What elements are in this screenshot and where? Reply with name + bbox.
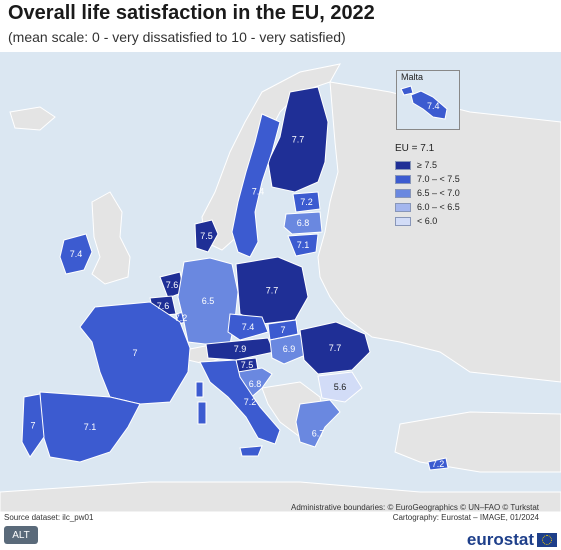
alt-text-button[interactable]: ALT	[4, 526, 38, 544]
value-label-luxembourg: 7.2	[175, 313, 188, 323]
malta-inset-map: 7.4	[400, 85, 448, 120]
country-greece[interactable]	[295, 399, 341, 448]
legend-swatch	[395, 160, 411, 170]
country-ireland[interactable]	[59, 233, 93, 275]
malta-inset-value: 7.4	[427, 101, 440, 111]
eu-flag-icon	[537, 533, 557, 547]
malta-inset: Malta 7.4	[396, 70, 460, 130]
legend-item: 6.5 – < 7.0	[395, 186, 485, 200]
map-subtitle: (mean scale: 0 - very dissatisfied to 10…	[8, 29, 346, 45]
country-france-corsica[interactable]	[195, 381, 204, 398]
country-italy-sicily[interactable]	[239, 445, 263, 457]
map-title: Overall life satisfaction in the EU, 202…	[8, 2, 375, 24]
malta-island[interactable]	[410, 90, 448, 120]
country-romania[interactable]	[299, 321, 371, 375]
value-label-czechia: 7.4	[242, 322, 255, 332]
legend-label: 6.0 – < 6.5	[417, 202, 460, 212]
legend-swatch	[395, 174, 411, 184]
eu-countries	[21, 86, 449, 471]
value-label-romania: 7.7	[329, 343, 342, 353]
value-label-germany: 6.5	[202, 296, 215, 306]
country-spain[interactable]	[39, 391, 141, 463]
value-label-croatia: 6.8	[249, 379, 262, 389]
legend-swatch	[395, 202, 411, 212]
value-label-spain: 7.1	[84, 422, 97, 432]
legend-label: 7.0 – < 7.5	[417, 174, 460, 184]
value-label-france: 7	[132, 348, 137, 358]
value-label-latvia: 6.8	[297, 218, 310, 228]
credits-boundaries: Administrative boundaries: © EuroGeograp…	[290, 503, 539, 512]
value-label-lithuania: 7.1	[297, 240, 310, 250]
country-austria[interactable]	[205, 337, 275, 361]
country-italy-sardinia[interactable]	[197, 401, 207, 425]
land-iceland	[9, 106, 56, 131]
country-czechia[interactable]	[227, 313, 269, 341]
credits-cartography: Cartography: Eurostat – IMAGE, 01/2024	[392, 513, 539, 522]
value-label-bulgaria: 5.6	[334, 382, 347, 392]
value-label-denmark: 7.5	[200, 231, 213, 241]
legend-eu-average: EU = 7.1	[395, 143, 435, 154]
country-denmark[interactable]	[194, 219, 219, 253]
value-label-poland: 7.7	[266, 286, 279, 296]
value-label-austria: 7.9	[234, 344, 247, 354]
value-label-hungary: 6.9	[283, 344, 296, 354]
legend-item: < 6.0	[395, 214, 485, 228]
map-legend: EU = 7.1 ≥ 7.5 7.0 – < 7.5 6.5 – < 7.0 6…	[395, 143, 485, 228]
map-canvas: 7.7 7.4 7.2 6.8 7.1 7.5 7.4 7.6 7.6 7.2 6.5 7.7 7.4 7…	[0, 63, 561, 512]
country-italy[interactable]	[199, 359, 281, 445]
country-estonia[interactable]	[292, 191, 321, 213]
europe-map: 7.7 7.4 7.2 6.8 7.1 7.5 7.4 7.6 7.6 7.2 6.5 7.7 7.4 7…	[0, 52, 561, 512]
malta-inset-label: Malta	[401, 72, 424, 82]
map-credits: Administrative boundaries: © EuroGeograp…	[291, 503, 539, 523]
country-sweden[interactable]	[231, 113, 281, 258]
value-label-cyprus: 7.2	[432, 459, 445, 469]
land-uk	[91, 191, 131, 285]
value-label-greece: 6.7	[312, 429, 325, 439]
legend-swatch	[395, 188, 411, 198]
value-label-finland: 7.7	[292, 135, 305, 145]
value-label-italy: 7.2	[244, 397, 257, 407]
value-label-estonia: 7.2	[300, 197, 313, 207]
country-cyprus[interactable]	[427, 457, 449, 471]
land-russia-belarus-ukraine	[317, 81, 561, 383]
gozo-island[interactable]	[400, 85, 414, 96]
legend-label: 6.5 – < 7.0	[417, 188, 460, 198]
country-hungary[interactable]	[269, 333, 309, 365]
legend-swatch	[395, 216, 411, 226]
eurostat-wordmark: eurostat	[466, 530, 534, 549]
country-portugal[interactable]	[21, 393, 45, 458]
value-labels: 7.7 7.4 7.2 6.8 7.1 7.5 7.4 7.6 7.6 7.2 6.5 7.7 7.4 7…	[30, 135, 444, 470]
value-label-slovakia: 7	[280, 325, 285, 335]
land-turkey	[394, 411, 561, 473]
land-north-africa	[0, 481, 561, 512]
country-bulgaria[interactable]	[317, 371, 363, 403]
legend-item: ≥ 7.5	[395, 158, 485, 172]
non-eu-land	[0, 63, 561, 512]
eurostat-logo: eurostat	[467, 530, 557, 550]
value-label-sweden: 7.4	[252, 187, 265, 197]
value-label-ireland: 7.4	[70, 249, 83, 259]
legend-item: 7.0 – < 7.5	[395, 172, 485, 186]
value-label-portugal: 7	[30, 421, 35, 431]
country-latvia[interactable]	[283, 211, 323, 235]
value-label-slovenia: 7.5	[241, 360, 254, 370]
country-france[interactable]	[79, 301, 191, 405]
legend-item: 6.0 – < 6.5	[395, 200, 485, 214]
legend-label: ≥ 7.5	[417, 160, 437, 170]
country-lithuania[interactable]	[287, 233, 319, 257]
value-label-belgium: 7.6	[157, 301, 170, 311]
country-finland[interactable]	[267, 86, 329, 193]
source-dataset: Source dataset: ilc_pw01	[4, 513, 94, 522]
value-label-netherlands: 7.6	[166, 280, 179, 290]
legend-label: < 6.0	[417, 216, 438, 226]
